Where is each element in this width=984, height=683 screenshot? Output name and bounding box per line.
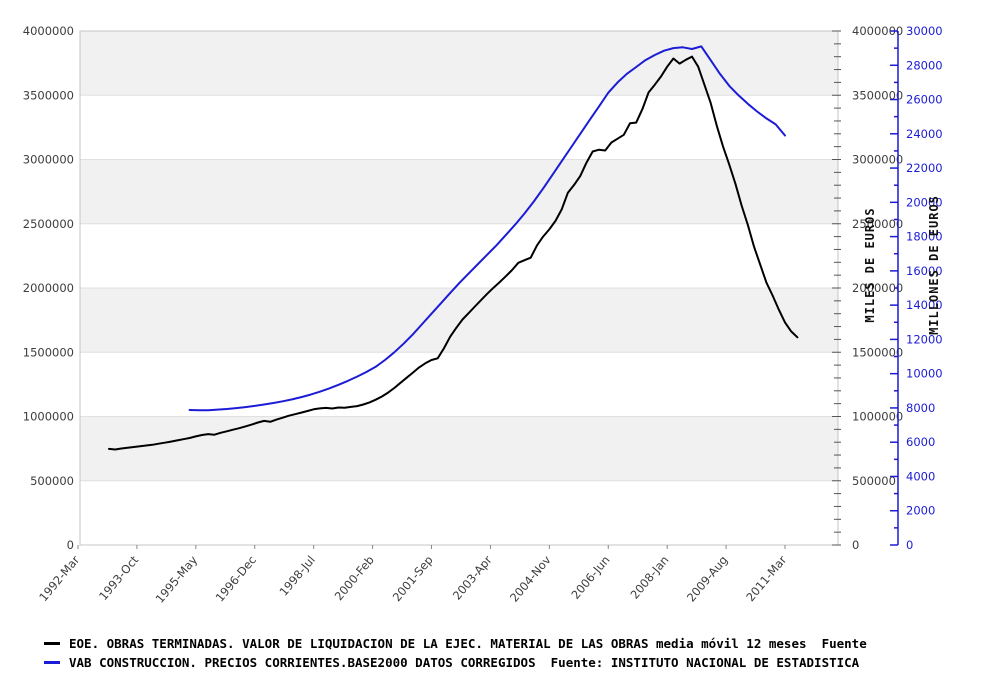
y-right-millones-tick-label: 28000 (906, 58, 943, 72)
plot-band (80, 159, 838, 224)
y-right-millones-tick-label: 26000 (906, 93, 943, 107)
y-right-millones-tick-label: 20000 (906, 195, 943, 209)
y-right-millones-tick-label: 18000 (906, 230, 943, 244)
legend-item-eoe: EOE. OBRAS TERMINADAS. VALOR DE LIQUIDAC… (44, 636, 867, 651)
x-tick-label: 2008-Jan (627, 553, 671, 602)
x-tick-label: 1995-May (153, 553, 201, 606)
y-right-miles-tick-label: 1500000 (852, 345, 903, 359)
x-tick-label: 1996-Dec (213, 553, 260, 605)
y-right-miles-tick-label: 500000 (852, 474, 896, 488)
x-tick-label: 2004-Nov (507, 553, 554, 605)
legend-item-vab: VAB CONSTRUCCION. PRECIOS CORRIENTES.BAS… (44, 655, 867, 670)
y-right-millones-tick-label: 16000 (906, 264, 943, 278)
plot-band (80, 31, 838, 96)
legend-label-vab: VAB CONSTRUCCION. PRECIOS CORRIENTES.BAS… (69, 655, 860, 670)
y-right-millones-tick-label: 2000 (906, 504, 935, 518)
x-tick-label: 1998-Jul (276, 553, 318, 599)
y-left-tick-label: 2500000 (23, 217, 74, 231)
y-right-millones-tick-label: 4000 (906, 469, 935, 483)
y-axis-title-millones-de-euros: MILLONES DE EUROS (927, 195, 941, 335)
y-right-millones-tick-label: 24000 (906, 127, 943, 141)
y-right-millones-tick-label: 30000 (906, 24, 943, 38)
legend-swatch-black-line (44, 642, 60, 645)
y-left-tick-label: 1000000 (23, 410, 74, 424)
y-right-millones-tick-label: 14000 (906, 298, 943, 312)
x-tick-label: 2009-Aug (684, 553, 730, 605)
y-left-tick-label: 2000000 (23, 281, 74, 295)
y-left-tick-label: 500000 (30, 474, 74, 488)
y-right-miles-tick-label: 0 (852, 538, 859, 552)
x-tick-label: 2011-Mar (743, 553, 789, 604)
x-tick-label: 1992-Mar (36, 553, 82, 604)
chart-legend: EOE. OBRAS TERMINADAS. VALOR DE LIQUIDAC… (44, 636, 867, 670)
plot-band (80, 416, 838, 481)
y-right-miles-tick-label: 2000000 (852, 281, 903, 295)
plot-band (80, 288, 838, 353)
series-line-vab-construccion (188, 45, 786, 412)
y-right-miles-tick-label: 4000000 (852, 24, 903, 38)
x-tick-label: 2006-Jun (568, 553, 612, 602)
y-right-millones-tick-label: 12000 (906, 332, 943, 346)
y-right-miles-tick-label: 3500000 (852, 88, 903, 102)
y-right-millones-tick-label: 0 (906, 538, 913, 552)
y-right-miles-tick-label: 2500000 (852, 217, 903, 231)
dual-axis-line-chart: 0500000100000015000002000000250000030000… (23, 24, 943, 606)
x-tick-label: 2001-Sep (390, 553, 436, 604)
x-tick-label: 1993-Oct (96, 553, 142, 603)
series-line-eoe-obras-terminadas (108, 55, 799, 451)
x-tick-label: 2000-Feb (332, 553, 377, 603)
y-right-miles-tick-label: 1000000 (852, 410, 903, 424)
legend-swatch-blue-line (44, 661, 60, 664)
y-left-tick-label: 3000000 (23, 153, 74, 167)
y-axis-title-miles-de-euros: MILES DE EUROS (863, 207, 877, 322)
y-right-millones-tick-label: 6000 (906, 435, 935, 449)
y-right-millones-tick-label: 8000 (906, 401, 935, 415)
y-left-tick-label: 0 (67, 538, 74, 552)
legend-label-eoe: EOE. OBRAS TERMINADAS. VALOR DE LIQUIDAC… (69, 636, 867, 651)
y-right-millones-tick-label: 10000 (906, 367, 943, 381)
x-tick-label: 2003-Apr (450, 553, 495, 603)
y-right-miles-tick-label: 3000000 (852, 153, 903, 167)
y-left-tick-label: 1500000 (23, 345, 74, 359)
y-right-millones-tick-label: 22000 (906, 161, 943, 175)
y-left-tick-label: 4000000 (23, 24, 74, 38)
y-left-tick-label: 3500000 (23, 88, 74, 102)
